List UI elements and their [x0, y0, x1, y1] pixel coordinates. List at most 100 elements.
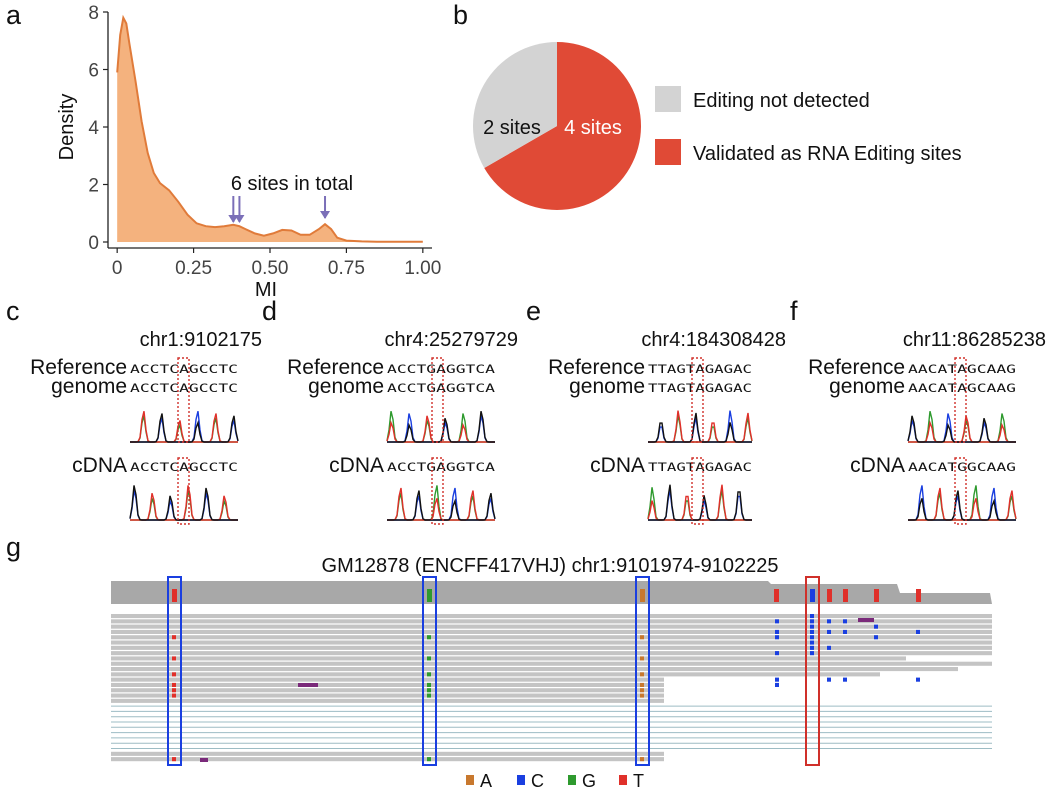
- legend-label: A: [480, 771, 492, 791]
- reference-label: Reference: [548, 356, 645, 379]
- read-mismatch: [172, 672, 176, 677]
- cdna-trace: [647, 484, 752, 521]
- pie-slice-label: 2 sites: [483, 117, 541, 139]
- read-mismatch: [810, 640, 814, 645]
- reference-trace: [387, 411, 495, 443]
- read-mismatch: [775, 677, 779, 682]
- highlight-box-top: [431, 357, 444, 443]
- read: [111, 682, 664, 687]
- density-area: [117, 17, 423, 242]
- cdna-trace: [130, 485, 238, 521]
- insertion-marker: [200, 758, 208, 762]
- read-mismatch: [843, 629, 847, 634]
- read: [111, 614, 992, 619]
- legend-swatch: [466, 775, 474, 785]
- read-mismatch: [874, 635, 878, 640]
- read-mismatch: [172, 688, 176, 693]
- highlight-box-site: [805, 576, 820, 766]
- locus-title: chr1:9102175: [140, 329, 262, 351]
- reference-sequence: AACATAGCAAG: [908, 381, 1016, 395]
- reference-trace: [648, 412, 752, 443]
- read: [111, 757, 664, 762]
- highlight-box-top: [691, 357, 704, 443]
- reference-trace: [907, 415, 1016, 443]
- read-mismatch: [775, 619, 779, 624]
- cdna-trace: [387, 487, 495, 521]
- read-mismatch: [810, 614, 814, 619]
- panel-label-a: a: [6, 0, 22, 30]
- cdna-sequence: ACCTGAGGTCA: [387, 460, 495, 474]
- x-tick-label: 0.25: [175, 258, 212, 279]
- x-tick-label: 0.50: [252, 258, 289, 279]
- read-mismatch: [775, 651, 779, 656]
- coverage-mismatch: [640, 589, 645, 602]
- cdna-trace: [648, 484, 752, 521]
- read-mismatch: [172, 635, 176, 640]
- cdna-sequence: AACATGGCAAG: [908, 460, 1016, 474]
- reference-sequence: TTAGTAGAGAC: [648, 381, 752, 395]
- coverage-mismatch: [774, 589, 779, 602]
- legend-swatch: [655, 86, 681, 112]
- cdna-trace: [908, 487, 1017, 521]
- density-line: [116, 14, 423, 243]
- highlight-box-site: [167, 576, 182, 766]
- coverage-mismatch: [827, 589, 832, 602]
- pie-slice: [484, 42, 642, 210]
- cdna-sequence: ACCTCAGCCTC: [130, 460, 238, 474]
- read: [111, 661, 992, 666]
- reference-sequence: ACCTGAGGTCA: [387, 381, 495, 395]
- y-tick-label: 4: [88, 118, 99, 139]
- read-mismatch: [427, 688, 431, 693]
- cdna-trace: [387, 490, 496, 521]
- read: [111, 651, 992, 656]
- highlight-box-bottom: [954, 457, 967, 525]
- y-tick-label: 2: [88, 176, 99, 197]
- panel-label-g: g: [6, 532, 22, 562]
- panel-label-c: c: [6, 296, 20, 326]
- legend-label: G: [582, 771, 596, 791]
- read-mismatch: [916, 677, 920, 682]
- read-mismatch: [810, 624, 814, 629]
- read: [111, 677, 664, 682]
- read-mismatch: [775, 629, 779, 634]
- panel-label-d: d: [262, 296, 278, 326]
- legend-label: C: [531, 771, 544, 791]
- y-tick-label: 8: [88, 3, 99, 24]
- read-mismatch: [827, 629, 831, 634]
- reference-sequence: AACATAGCAAG: [908, 362, 1016, 376]
- genome-label: genome: [569, 375, 645, 398]
- read-mismatch: [810, 651, 814, 656]
- read-mismatch: [427, 682, 431, 687]
- highlight-box-site: [635, 576, 650, 766]
- legend-swatch: [655, 139, 681, 165]
- read-mismatch: [843, 677, 847, 682]
- read: [111, 629, 992, 634]
- read-mismatch: [172, 656, 176, 661]
- legend-label: Editing not detected: [693, 90, 870, 112]
- read-mismatch: [874, 624, 878, 629]
- x-tick-label: 0: [112, 258, 123, 279]
- read-mismatch: [810, 645, 814, 650]
- read: [111, 688, 664, 693]
- read-mismatch: [427, 672, 431, 677]
- reference-label: Reference: [808, 356, 905, 379]
- read-mismatch: [775, 635, 779, 640]
- read: [111, 672, 880, 677]
- genome-label: genome: [51, 375, 127, 398]
- read-mismatch: [640, 757, 644, 762]
- read-mismatch: [172, 757, 176, 762]
- highlight-box-site: [422, 576, 437, 766]
- y-tick-label: 0: [88, 233, 99, 254]
- coverage-mismatch: [427, 589, 432, 602]
- read-mismatch: [827, 677, 831, 682]
- genome-label: genome: [308, 375, 384, 398]
- highlight-box-top: [177, 357, 190, 443]
- locus-title: chr4:25279729: [385, 329, 518, 351]
- read-mismatch: [172, 693, 176, 698]
- y-axis-label: Density: [56, 94, 78, 161]
- read-mismatch: [427, 635, 431, 640]
- read-mismatch: [827, 645, 831, 650]
